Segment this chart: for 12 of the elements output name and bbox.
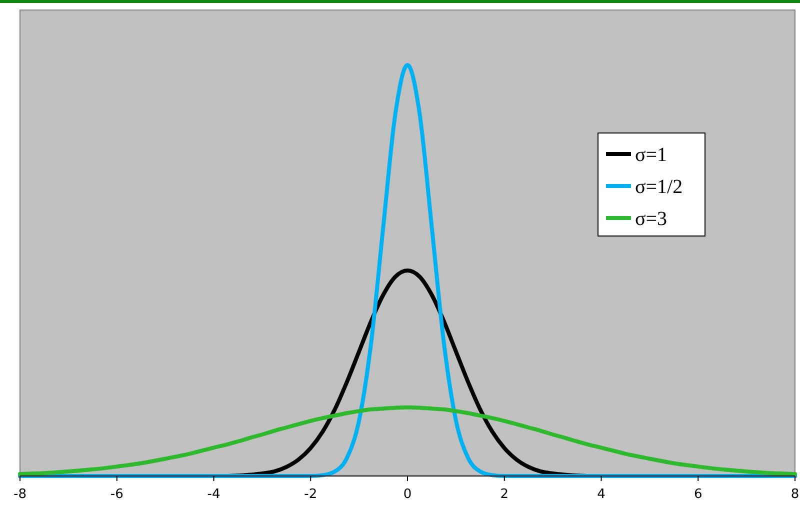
x-tick-label: -8: [14, 487, 26, 502]
legend-label: σ=3: [635, 208, 668, 230]
x-tick-label: 8: [790, 487, 800, 502]
legend-label: σ=1: [635, 144, 668, 166]
x-tick-label: 6: [694, 487, 702, 502]
x-tick-label: 2: [500, 487, 509, 502]
x-tick-label: 0: [403, 487, 412, 502]
x-tick-label: -2: [304, 487, 318, 502]
legend-label: σ=1/2: [635, 176, 683, 198]
x-tick-label: 4: [597, 487, 606, 502]
x-tick-label: -4: [207, 487, 220, 502]
x-tick-label: -6: [110, 487, 124, 502]
